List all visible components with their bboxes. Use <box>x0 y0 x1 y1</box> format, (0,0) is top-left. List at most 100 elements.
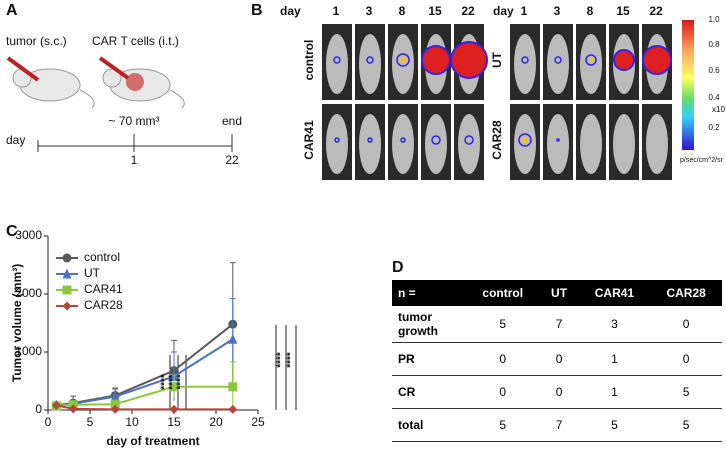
point <box>62 301 72 311</box>
signal <box>421 45 451 75</box>
point <box>110 404 120 414</box>
x-tick-label: 15 <box>167 415 181 429</box>
signal <box>518 133 532 147</box>
signal <box>585 54 597 66</box>
colorbar-tick: 0.8 <box>708 40 720 49</box>
signal <box>642 45 672 75</box>
day-label: 3 <box>554 4 561 18</box>
images <box>322 24 672 180</box>
day-label: 8 <box>587 4 594 18</box>
point <box>169 382 179 392</box>
header-cell: UT <box>539 280 579 306</box>
y-tick-label: 0 <box>35 402 42 416</box>
header-row: n = control UT CAR41 CAR28 <box>392 280 722 306</box>
row-header: PR <box>392 342 466 376</box>
panel-letter: A <box>6 2 18 19</box>
mouse-body <box>392 34 414 94</box>
signal <box>367 137 373 143</box>
mouse-body <box>580 114 602 174</box>
y-axis-label: Tumor volume (mm³) <box>10 264 24 382</box>
row-label: UT <box>490 51 504 68</box>
cell: 3 <box>578 306 651 343</box>
day-label: 22 <box>461 4 475 18</box>
signal <box>333 56 341 64</box>
header-cell: control <box>466 280 540 306</box>
y-tick-label: 2000 <box>15 286 42 300</box>
cell: 0 <box>539 342 579 376</box>
cell: 7 <box>539 306 579 343</box>
label: tumor (s.c.) <box>6 34 67 48</box>
cell: 5 <box>578 408 651 442</box>
row-header: CR <box>392 375 466 409</box>
label: 1 <box>131 153 138 167</box>
x-tick-label: 0 <box>45 415 52 429</box>
signal <box>400 57 406 63</box>
legend-label: UT <box>84 266 101 280</box>
point <box>68 404 78 414</box>
mouse-body <box>613 114 635 174</box>
cell: 0 <box>650 342 722 376</box>
x-axis-label: day of treatment <box>106 434 199 448</box>
x-tick-label: 20 <box>209 415 223 429</box>
day-label: 22 <box>649 4 663 18</box>
point <box>228 333 238 344</box>
cell: 1 <box>578 375 651 409</box>
cell: 5 <box>650 408 722 442</box>
x-tick-label: 25 <box>251 415 265 429</box>
legend-label: CAR28 <box>84 298 123 312</box>
cell: 5 <box>466 306 540 343</box>
row-label: CAR41 <box>302 120 316 160</box>
cell: 7 <box>539 408 579 442</box>
day-label: 8 <box>399 4 406 18</box>
x-tick-label: 5 <box>87 415 94 429</box>
mouse-body <box>580 34 602 94</box>
header-cell: CAR28 <box>650 280 722 306</box>
cell: 5 <box>466 408 540 442</box>
point <box>110 399 120 409</box>
signal <box>522 137 528 143</box>
signal <box>554 56 562 64</box>
mouse-body <box>646 114 668 174</box>
colorbar <box>682 20 694 150</box>
day-label: 15 <box>428 4 442 18</box>
table: n = control UT CAR41 CAR28 tumor growth 5 7 3 0 P… <box>392 280 722 442</box>
significance: **** <box>160 374 171 390</box>
cell: 0 <box>650 306 722 343</box>
cell: 5 <box>650 375 722 409</box>
y-tick-label: 1000 <box>15 344 42 358</box>
mouse <box>98 56 185 109</box>
row-label: control <box>302 40 316 81</box>
label: day <box>280 4 301 18</box>
signal <box>450 41 488 79</box>
signal <box>521 56 529 64</box>
mouse-body <box>326 34 348 94</box>
cell: 0 <box>466 342 540 376</box>
mouse-body <box>547 34 569 94</box>
signal <box>366 56 374 64</box>
header-cell: CAR41 <box>578 280 651 306</box>
panel-letter: C <box>6 223 18 240</box>
label: day <box>493 4 514 18</box>
point <box>110 391 120 402</box>
panel-letter: D <box>392 259 404 276</box>
significance: **** <box>176 374 187 390</box>
mouse-body <box>514 34 536 94</box>
signal <box>464 135 474 145</box>
day-label: 15 <box>616 4 630 18</box>
day-label: 1 <box>333 4 340 18</box>
point <box>62 285 72 295</box>
signal <box>396 53 410 67</box>
panel-letter: B <box>251 2 263 19</box>
colorbar-tick: 0.6 <box>708 66 720 75</box>
signal <box>556 138 560 142</box>
mouse-body <box>547 114 569 174</box>
colorbar-tick: 0.2 <box>708 123 720 132</box>
colorbar-tick: 0.4 <box>708 93 720 102</box>
cell: 0 <box>466 375 540 409</box>
x-tick-label: 10 <box>125 415 139 429</box>
mouse-body <box>514 114 536 174</box>
row-label: CAR28 <box>490 120 504 160</box>
colorbar-tick: 1.0 <box>708 15 720 24</box>
